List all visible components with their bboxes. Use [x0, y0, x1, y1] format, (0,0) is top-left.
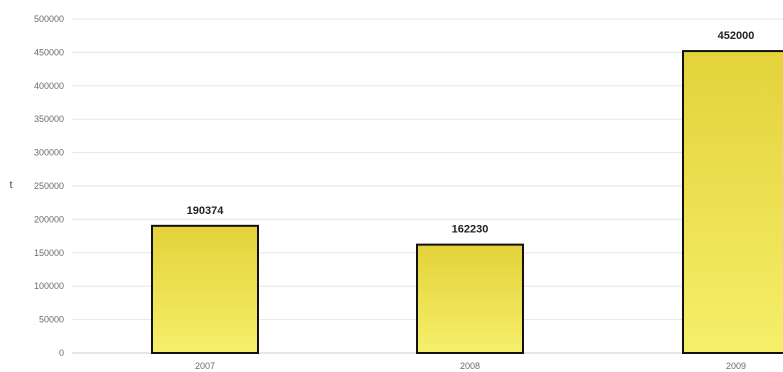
y-axis-label: t	[10, 180, 13, 191]
data-label-2009: 452000	[718, 30, 755, 42]
x-tick-label: 2009	[726, 361, 746, 371]
y-tick-label: 150000	[34, 248, 64, 258]
bar-2008	[416, 243, 524, 354]
y-tick-label: 350000	[34, 114, 64, 124]
x-tick-label: 2008	[460, 361, 480, 371]
data-label-2008: 162230	[452, 224, 489, 236]
y-tick-label: 50000	[39, 315, 64, 325]
y-axis-ticks: 0 50000 100000 150000 200000 250000 300000 3500…	[34, 14, 64, 358]
x-axis-ticks: 2007 2008 2009	[195, 361, 746, 371]
data-label-2007: 190374	[187, 205, 225, 217]
y-tick-label: 100000	[34, 281, 64, 291]
y-tick-label: 300000	[34, 148, 64, 158]
y-tick-label: 250000	[34, 181, 64, 191]
y-tick-label: 500000	[34, 14, 64, 24]
y-tick-label: 400000	[34, 81, 64, 91]
x-tick-label: 2007	[195, 361, 215, 371]
bar-2009	[682, 50, 783, 355]
y-tick-label: 450000	[34, 47, 64, 57]
y-tick-label: 200000	[34, 214, 64, 224]
bar-2007	[151, 224, 259, 354]
y-tick-label: 0	[59, 348, 64, 358]
bars: 190374 162230 452000	[151, 30, 783, 355]
